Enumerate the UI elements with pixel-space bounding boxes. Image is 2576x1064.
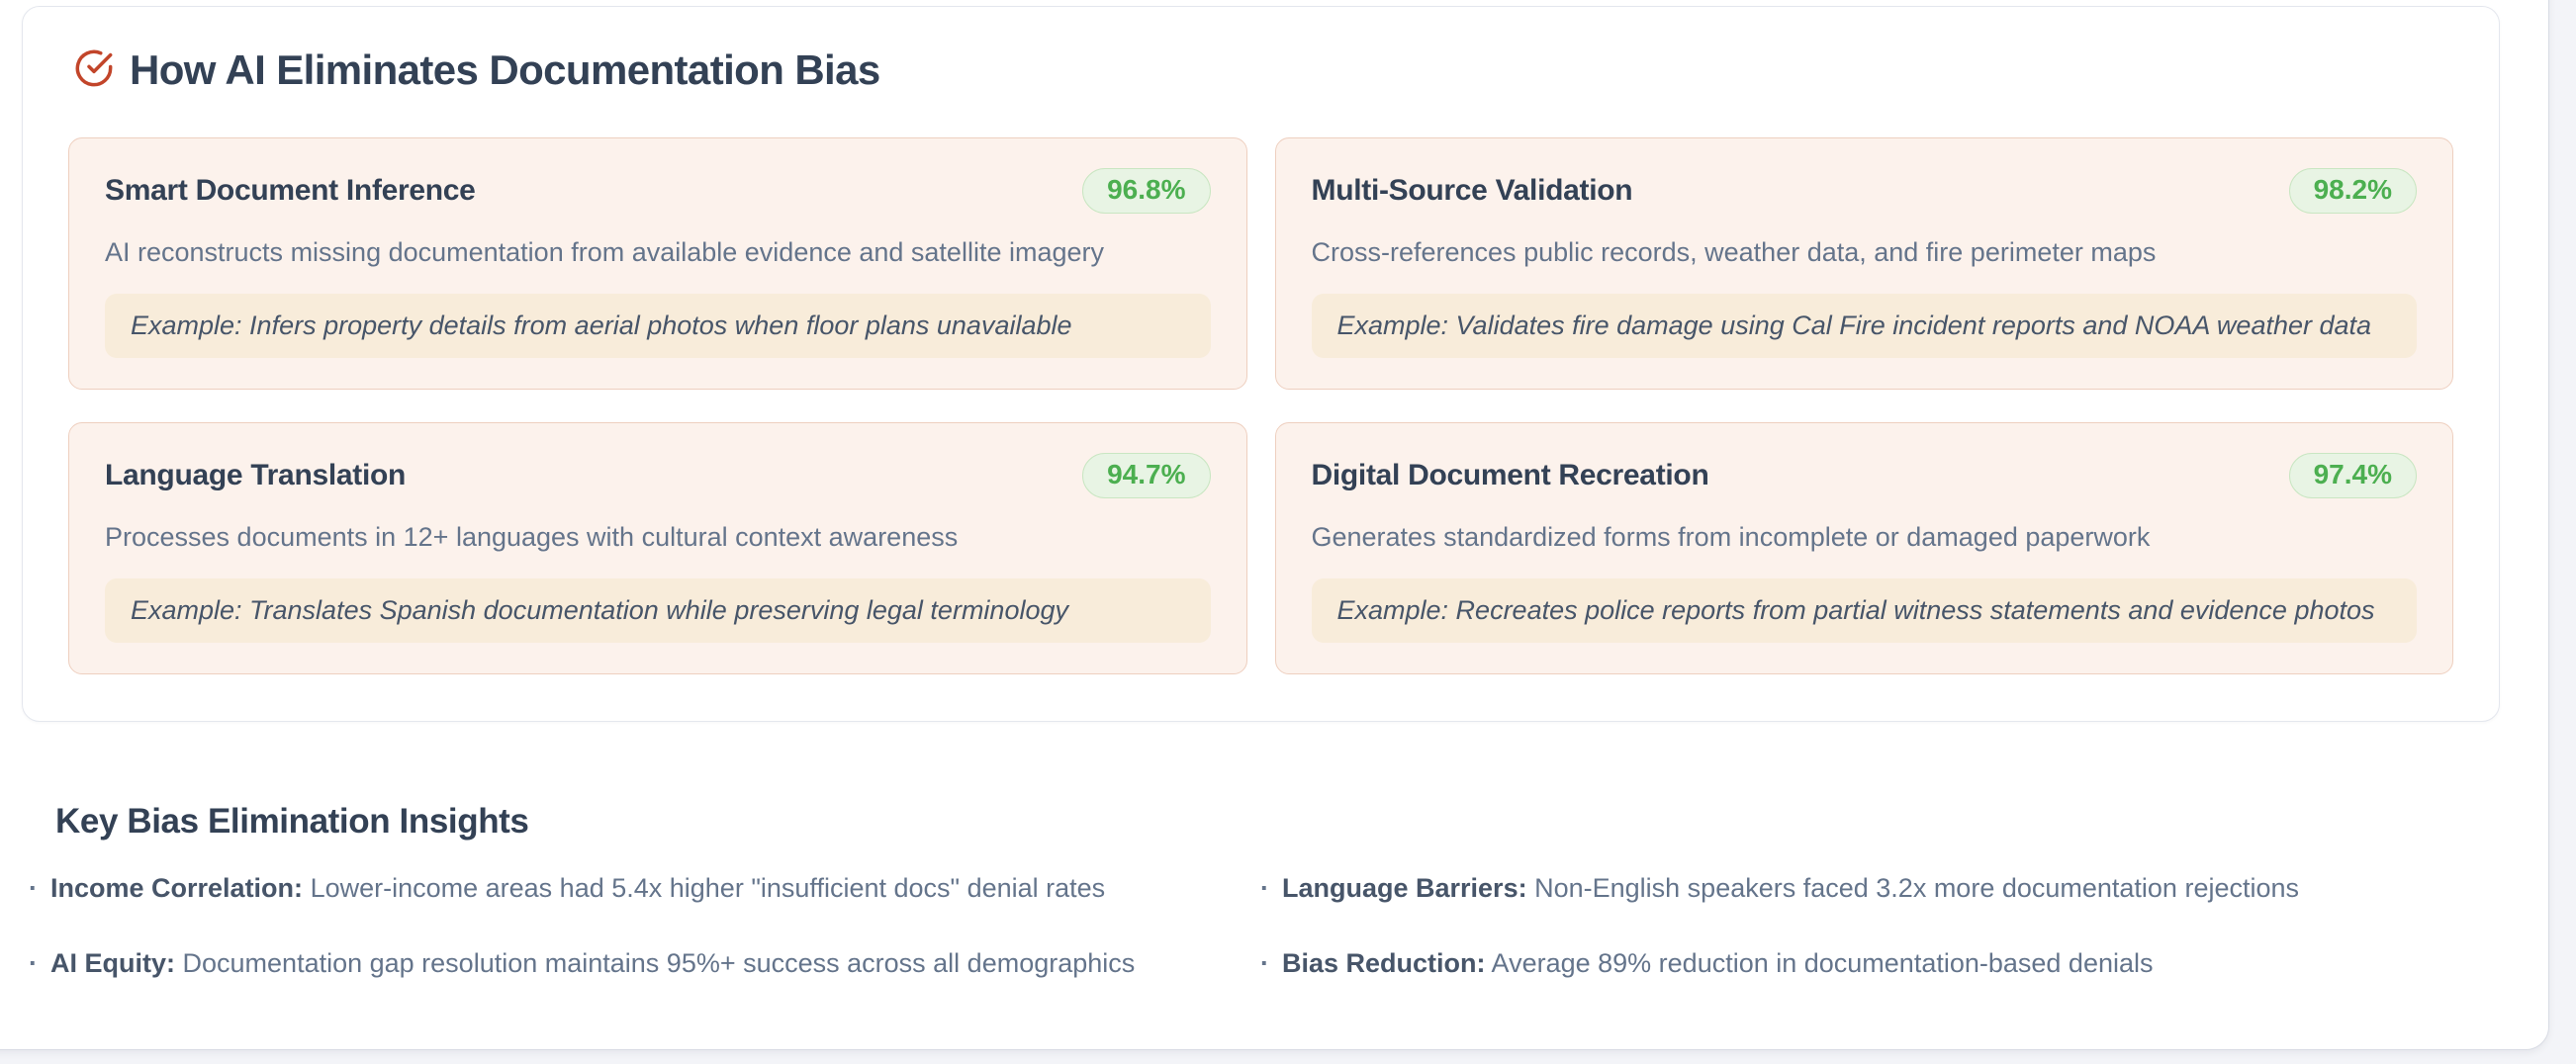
card-header: Smart Document Inference 96.8% (105, 168, 1211, 214)
feature-card-smart-document-inference: Smart Document Inference 96.8% AI recons… (68, 137, 1247, 390)
bullet-dot: · (1260, 873, 1269, 903)
main-content-card: How AI Eliminates Documentation Bias Sma… (0, 0, 2549, 1050)
success-rate-badge: 96.8% (1082, 168, 1211, 214)
bullet-dot: · (1260, 948, 1269, 978)
card-title: Digital Document Recreation (1311, 459, 1709, 491)
insight-label: AI Equity: (50, 948, 175, 978)
card-description: Cross-references public records, weather… (1311, 237, 2157, 267)
card-header: Language Translation 94.7% (105, 453, 1211, 498)
insight-income-correlation: · Income Correlation: Lower-income areas… (29, 873, 1260, 904)
insight-label: Language Barriers: (1282, 873, 1527, 903)
panel-title: How AI Eliminates Documentation Bias (130, 46, 880, 93)
insight-text: Average 89% reduction in documentation-b… (1491, 948, 2154, 978)
insight-ai-equity: · AI Equity: Documentation gap resolutio… (29, 948, 1260, 979)
insights-grid: · Income Correlation: Lower-income areas… (29, 873, 2462, 979)
feature-card-language-translation: Language Translation 94.7% Processes doc… (68, 422, 1247, 674)
check-circle-icon (74, 48, 114, 93)
card-description: Processes documents in 12+ languages wit… (105, 522, 959, 552)
insight-bias-reduction: · Bias Reduction: Average 89% reduction … (1260, 948, 2462, 979)
key-insights-section: Key Bias Elimination Insights · Income C… (29, 802, 2462, 979)
insight-label: Income Correlation: (50, 873, 304, 903)
card-title: Multi-Source Validation (1311, 174, 1633, 207)
success-rate-badge: 97.4% (2288, 453, 2417, 498)
card-example: Example: Infers property details from ae… (105, 294, 1211, 358)
card-example: Example: Recreates police reports from p… (1311, 578, 2417, 643)
insight-text: Non-English speakers faced 3.2x more doc… (1534, 873, 2300, 903)
feature-card-grid: Smart Document Inference 96.8% AI recons… (23, 94, 2499, 674)
bullet-dot: · (29, 873, 38, 903)
card-title: Smart Document Inference (105, 174, 476, 207)
insights-heading: Key Bias Elimination Insights (55, 802, 529, 841)
insight-label: Bias Reduction: (1282, 948, 1486, 978)
bullet-dot: · (29, 948, 38, 978)
card-description: Generates standardized forms from incomp… (1311, 522, 2151, 552)
card-example: Example: Validates fire damage using Cal… (1311, 294, 2417, 358)
card-header: Multi-Source Validation 98.2% (1311, 168, 2417, 214)
insight-language-barriers: · Language Barriers: Non-English speaker… (1260, 873, 2462, 904)
card-example: Example: Translates Spanish documentatio… (105, 578, 1211, 643)
card-header: Digital Document Recreation 97.4% (1311, 453, 2417, 498)
panel-header: How AI Eliminates Documentation Bias (23, 7, 2499, 94)
feature-card-digital-document-recreation: Digital Document Recreation 97.4% Genera… (1274, 422, 2453, 674)
card-description: AI reconstructs missing documentation fr… (105, 237, 1104, 267)
feature-card-multi-source-validation: Multi-Source Validation 98.2% Cross-refe… (1274, 137, 2453, 390)
success-rate-badge: 98.2% (2288, 168, 2417, 214)
success-rate-badge: 94.7% (1082, 453, 1211, 498)
documentation-bias-panel: How AI Eliminates Documentation Bias Sma… (22, 6, 2500, 722)
insight-text: Lower-income areas had 5.4x higher "insu… (310, 873, 1106, 903)
card-title: Language Translation (105, 459, 407, 491)
insight-text: Documentation gap resolution maintains 9… (182, 948, 1136, 978)
